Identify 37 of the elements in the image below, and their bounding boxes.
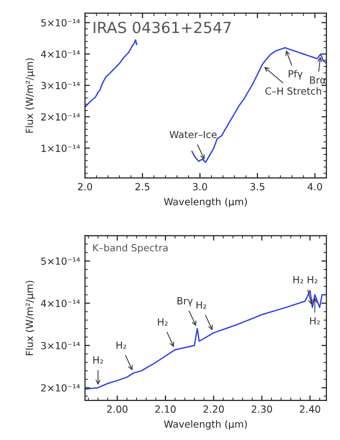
annotation: C–H Stretch — [265, 87, 322, 95]
x-tick-label: 4.0 — [308, 183, 322, 190]
text: K–band Spectra — [93, 244, 168, 254]
annotation: H₂ — [310, 317, 320, 324]
x-tick-label: 2.10 — [155, 405, 176, 413]
y-tick-label: 5×10⁻¹⁴ — [41, 19, 80, 26]
y-tick-label: 4×10⁻¹⁴ — [40, 50, 80, 58]
annotation: H₂ — [196, 301, 206, 309]
y-tick-label: 2×10⁻¹⁴ — [41, 384, 80, 392]
annotation: Brα — [310, 76, 326, 84]
annotation: Water–Ice — [170, 130, 217, 138]
x-tick-label: 2.5 — [135, 183, 150, 190]
y-tick-label: 5×10⁻¹⁴ — [41, 257, 80, 265]
x-axis-title: Wavelength (µm) — [164, 420, 247, 430]
y-tick-label: 3×10⁻¹⁴ — [41, 82, 80, 90]
y-tick-label: 1×10⁻¹⁴ — [42, 144, 80, 152]
chart-title: IRAS 04361+2547 — [94, 22, 231, 34]
x-tick-label: 2.00 — [107, 405, 128, 413]
y-axis-title: Flux (W/m²/µm) — [26, 58, 35, 133]
y-axis-title: Flux (W/m²/µm) — [26, 280, 35, 356]
y-tick-label: 4×10⁻¹⁴ — [40, 300, 80, 308]
x-tick-label: 2.20 — [204, 405, 224, 413]
y-tick-label: 2×10⁻¹⁴ — [41, 113, 80, 121]
line-series — [85, 290, 326, 390]
x-tick-label: 2.30 — [252, 405, 272, 413]
x-tick-label: 2.40 — [300, 405, 320, 413]
annotation: H₂ — [116, 342, 126, 349]
annotation: Pfγ — [288, 70, 303, 80]
x-tick-label: 3.5 — [250, 183, 264, 190]
y-tick-label: 3×10⁻¹⁴ — [41, 342, 80, 350]
annotation: H₂ — [93, 356, 103, 364]
x-axis-title: Wavelength (µm) — [164, 198, 247, 208]
x-tick-label: 2.0 — [78, 183, 92, 190]
x-tick-label: 3.0 — [192, 183, 208, 190]
annotation: Brγ — [178, 297, 193, 306]
annotation: H₂ H₂ — [293, 276, 318, 284]
annotation: H₂ — [158, 318, 168, 326]
